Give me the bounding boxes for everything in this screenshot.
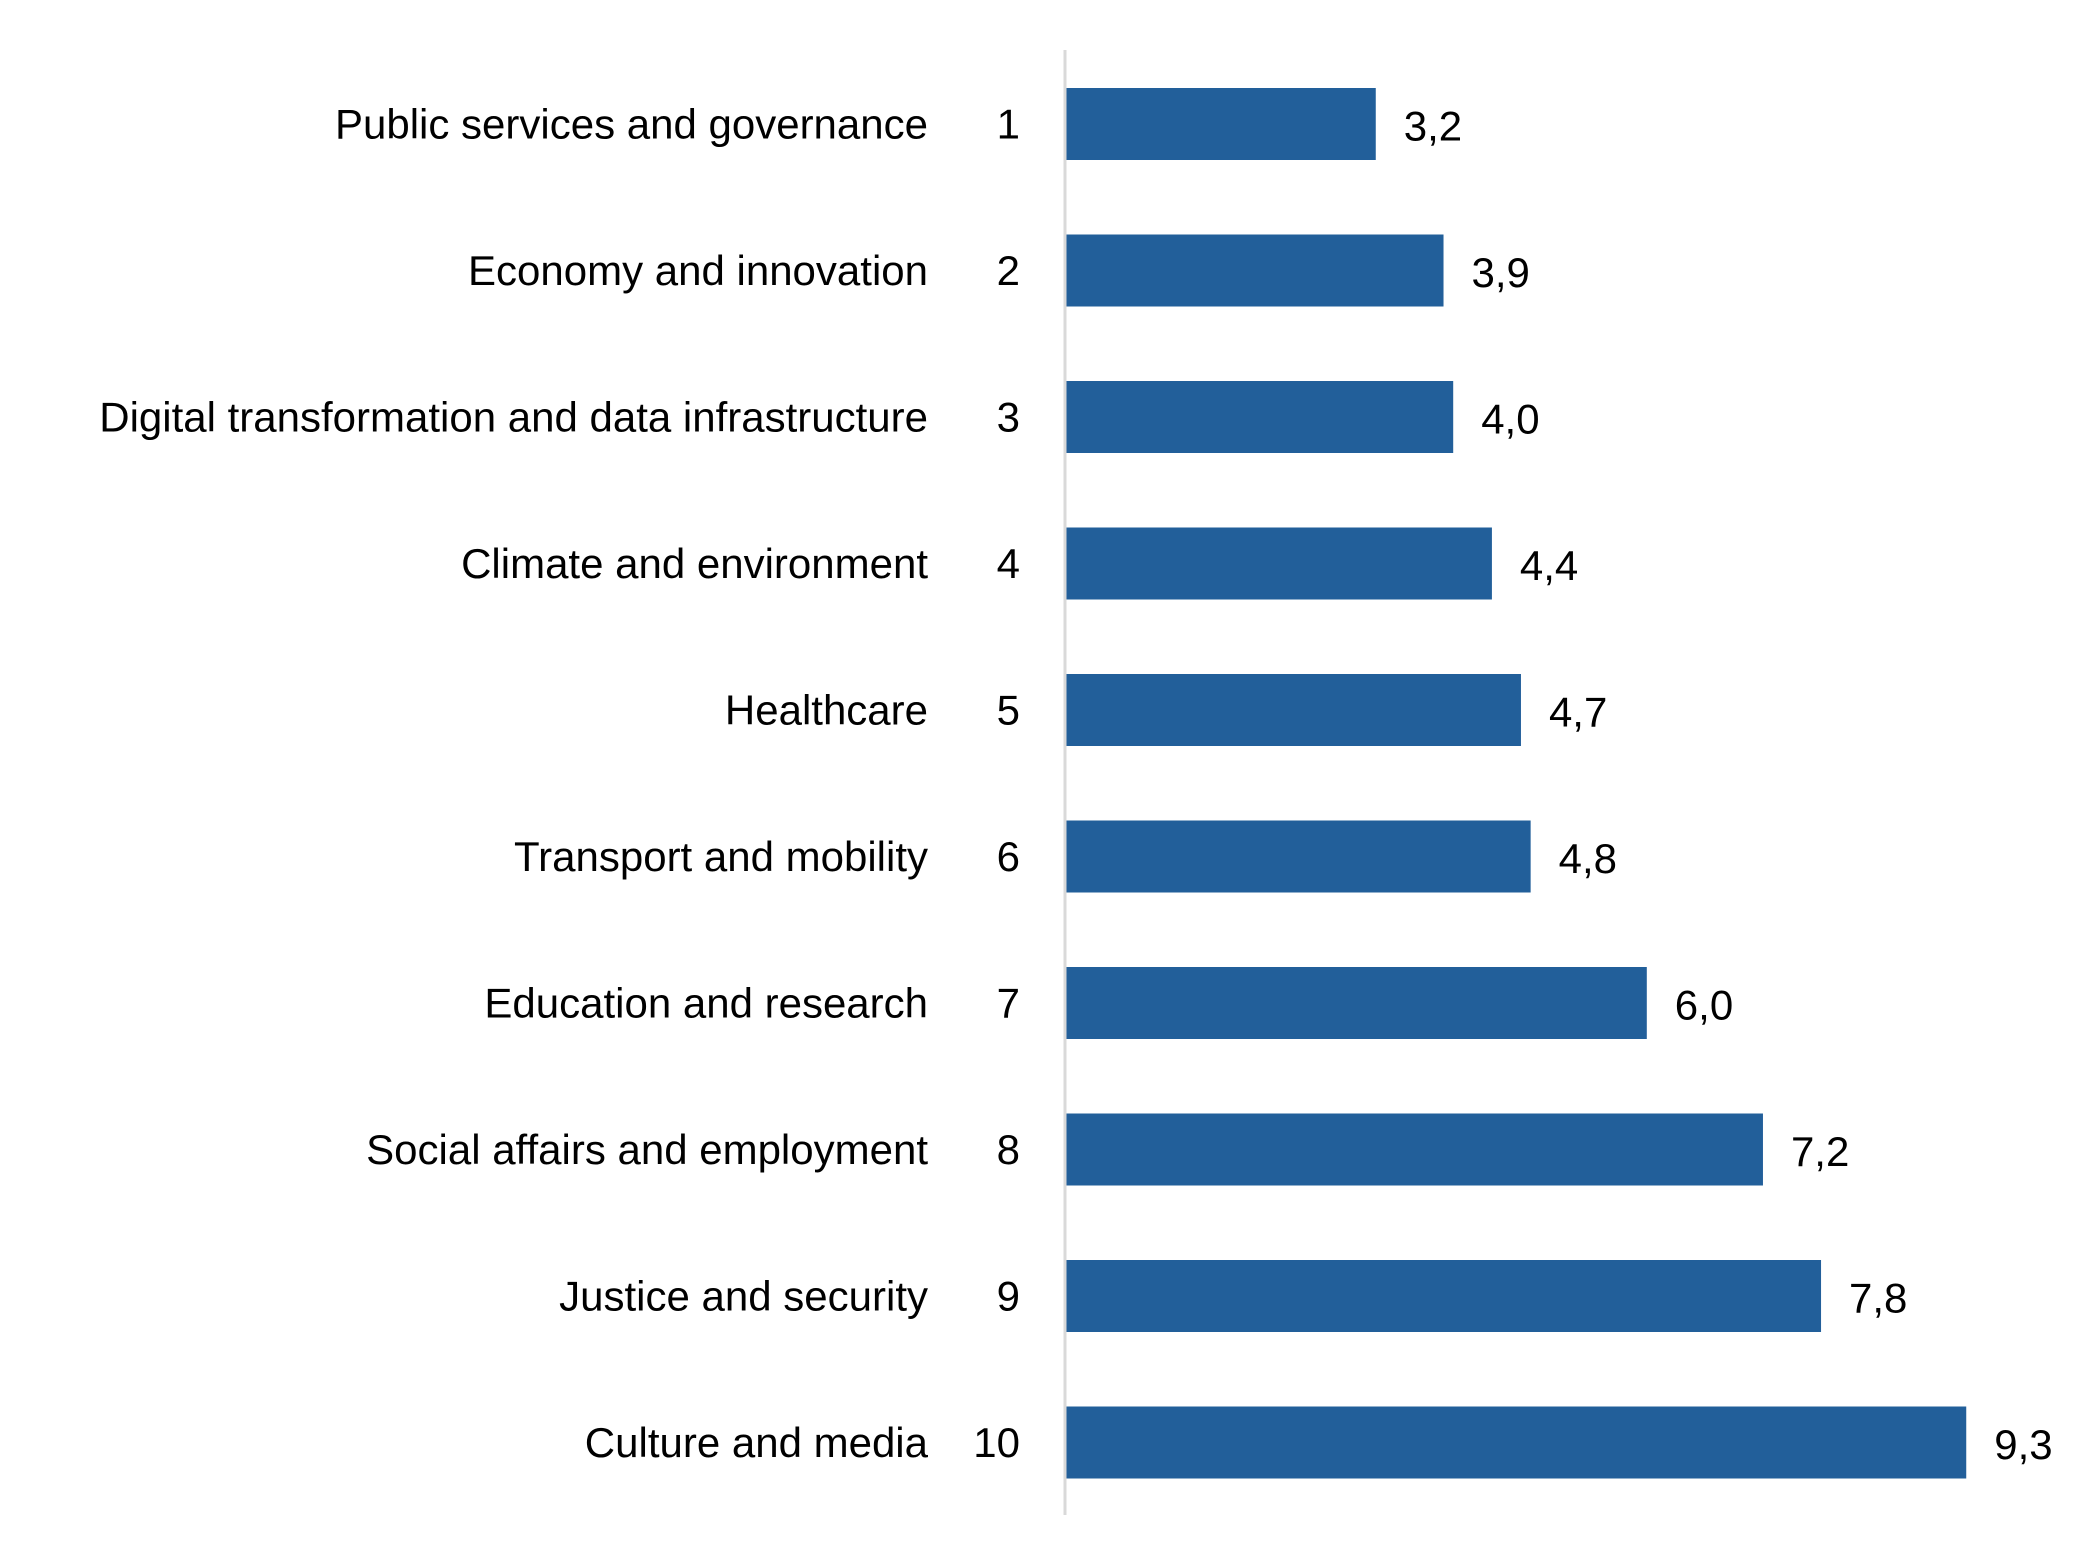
bar-10: [1066, 1406, 1967, 1479]
rank-label-8: 8: [997, 1126, 1020, 1173]
value-label-6: 4,8: [1559, 835, 1617, 882]
value-label-8: 7,2: [1791, 1128, 1849, 1175]
value-label-5: 4,7: [1549, 689, 1607, 736]
category-label-7: Education and research: [484, 980, 928, 1027]
category-label-3: Digital transformation and data infrastr…: [99, 394, 928, 441]
value-label-3: 4,0: [1481, 396, 1539, 443]
category-label-5: Healthcare: [725, 687, 928, 734]
bar-4: [1066, 527, 1492, 600]
rank-label-5: 5: [997, 687, 1020, 734]
bar-3: [1066, 381, 1454, 453]
rank-label-9: 9: [997, 1273, 1020, 1320]
category-label-9: Justice and security: [559, 1273, 928, 1320]
bar-5: [1066, 674, 1521, 746]
bar-9: [1066, 1260, 1822, 1332]
value-label-7: 6,0: [1675, 982, 1733, 1029]
value-label-10: 9,3: [1994, 1421, 2052, 1468]
bars-group: [1066, 88, 1967, 1479]
rank-label-10: 10: [973, 1419, 1020, 1466]
value-label-1: 3,2: [1404, 103, 1462, 150]
category-label-1: Public services and governance: [335, 101, 928, 148]
labels-group: Public services and governance 1 3,2 Econom…: [99, 101, 2052, 1469]
bar-1: [1066, 88, 1376, 160]
category-label-8: Social affairs and employment: [366, 1126, 928, 1173]
bar-2: [1066, 234, 1444, 307]
rank-label-1: 1: [997, 101, 1020, 148]
value-label-4: 4,4: [1520, 542, 1578, 589]
rank-label-2: 2: [997, 247, 1020, 294]
rank-label-3: 3: [997, 394, 1020, 441]
rank-label-6: 6: [997, 833, 1020, 880]
category-label-4: Climate and environment: [461, 540, 928, 587]
category-label-2: Economy and innovation: [468, 247, 928, 294]
value-label-9: 7,8: [1849, 1275, 1907, 1322]
bar-7: [1066, 967, 1647, 1039]
bar-8: [1066, 1113, 1763, 1186]
rank-label-7: 7: [997, 980, 1020, 1027]
bar-6: [1066, 820, 1531, 893]
value-label-2: 3,9: [1472, 249, 1530, 296]
category-label-10: Culture and media: [585, 1419, 929, 1466]
category-label-6: Transport and mobility: [514, 833, 928, 880]
rank-label-4: 4: [997, 540, 1020, 587]
